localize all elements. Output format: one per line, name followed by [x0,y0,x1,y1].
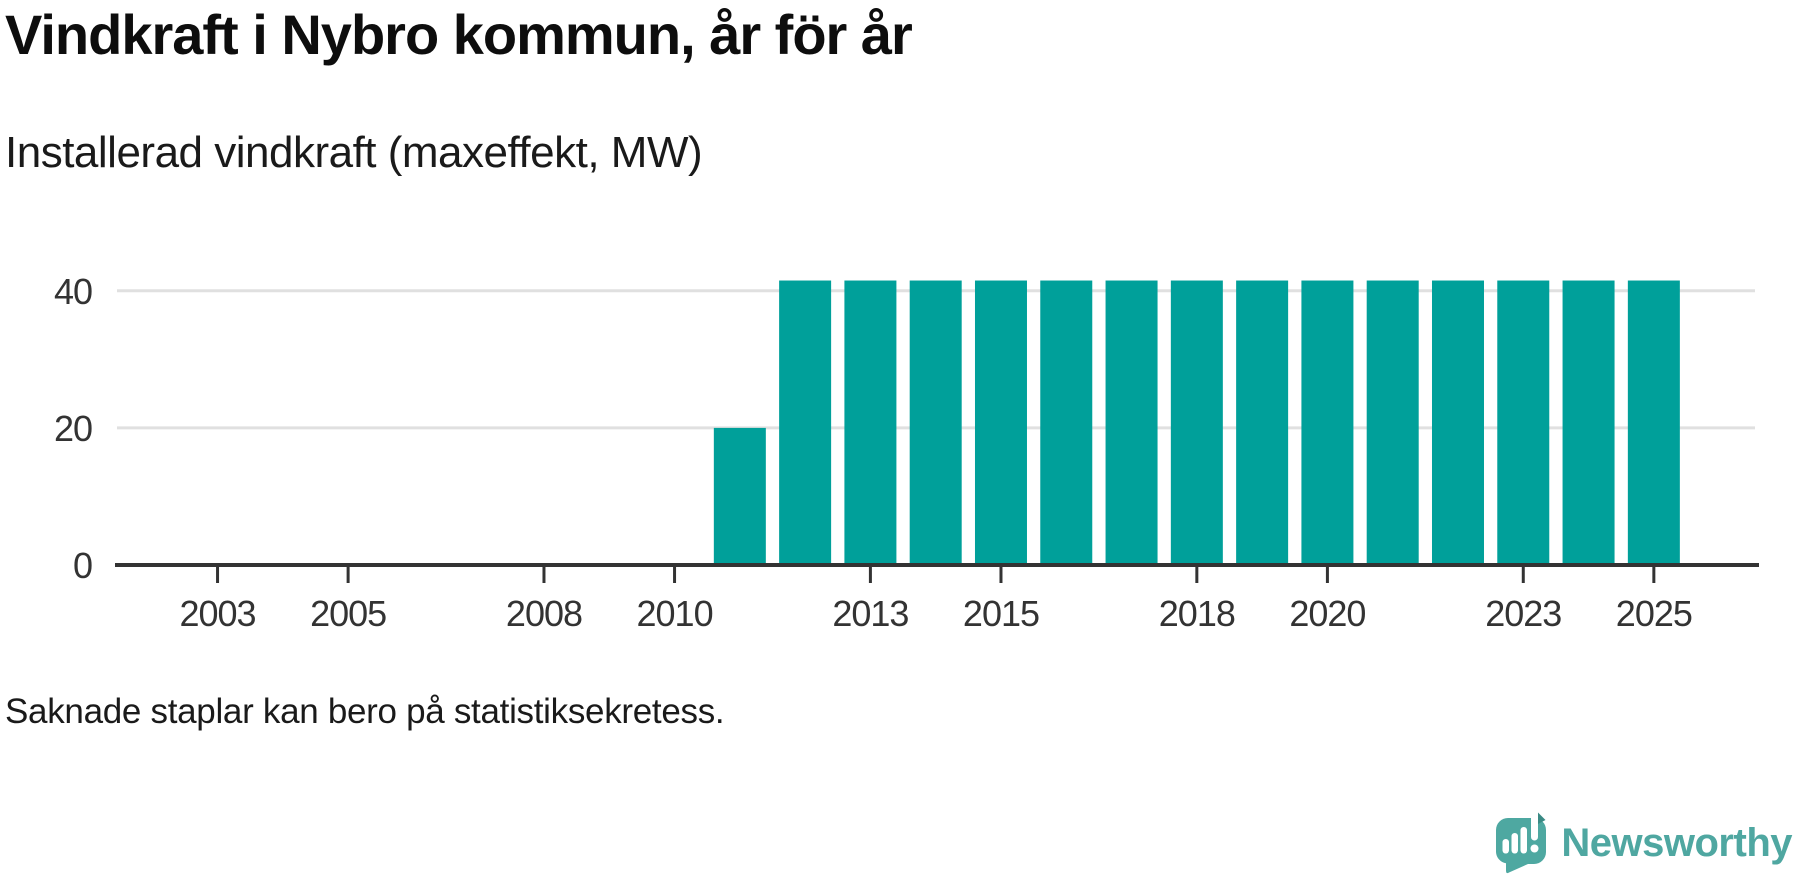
x-tick-label-2010: 2010 [637,593,713,634]
footnote: Saknade staplar kan bero på statistiksek… [5,692,725,731]
bar-2024 [1562,280,1615,565]
x-tick-label-2015: 2015 [963,593,1039,634]
bar-2020 [1301,280,1354,565]
x-tick-label-2013: 2013 [832,593,908,634]
exclamation-shadow [1538,812,1546,824]
mini-bar-1 [1502,839,1510,854]
bar-2017 [1105,280,1158,565]
newsworthy-logo-icon [1496,812,1547,874]
bar-2022 [1431,280,1484,565]
chart-title: Vindkraft i Nybro kommun, år för år [5,3,913,66]
y-tick-label-40: 40 [54,271,92,312]
x-tick-label-2008: 2008 [506,593,582,634]
bar-2018 [1170,280,1223,565]
y-tick-label-20: 20 [54,408,92,449]
bar-2013 [844,280,897,565]
bar-2021 [1366,280,1419,565]
bar-chart-plot: 2003 2005 2008 2010 2013 2015 2018 2020 2023 2025… [54,271,1759,634]
chart-subtitle: Installerad vindkraft (maxeffekt, MW) [5,128,703,177]
x-tick-label-2005: 2005 [310,593,386,634]
bar-2012 [779,280,832,565]
exclamation-dot [1530,844,1539,853]
y-tick-label-0: 0 [73,545,92,586]
bar-2019 [1236,280,1289,565]
newsworthy-logo-text: Newsworthy [1561,820,1792,865]
mini-bar-2 [1511,833,1519,854]
bar-2023 [1497,280,1550,565]
x-tick-label-2023: 2023 [1485,593,1561,634]
x-tick-label-2020: 2020 [1289,593,1365,634]
bar-2011 [713,427,766,565]
exclamation-bar [1531,812,1539,841]
bar-2014 [909,280,962,565]
x-tick-label-2025: 2025 [1616,593,1692,634]
x-tick-label-2003: 2003 [179,593,255,634]
newsworthy-branding: Newsworthy [1494,810,1792,876]
bar-2025 [1627,280,1680,565]
bar-2015 [974,280,1027,565]
x-tick-label-2018: 2018 [1159,593,1235,634]
mini-bar-3 [1520,827,1528,854]
bar-2016 [1040,280,1093,565]
